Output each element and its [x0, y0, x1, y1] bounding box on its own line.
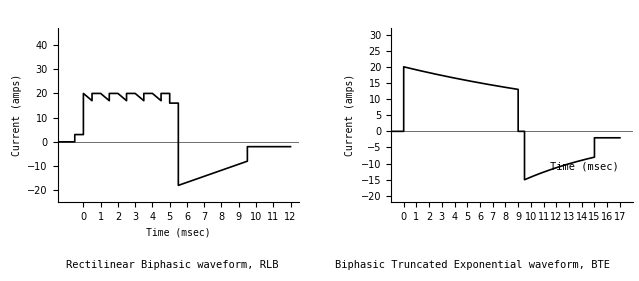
Y-axis label: Current (amps): Current (amps) — [345, 74, 355, 156]
Y-axis label: Current (amps): Current (amps) — [12, 74, 22, 156]
Text: Biphasic Truncated Exponential waveform, BTE: Biphasic Truncated Exponential waveform,… — [335, 260, 610, 270]
Text: Rectilinear Biphasic waveform, RLB: Rectilinear Biphasic waveform, RLB — [66, 260, 279, 270]
Text: Time (msec): Time (msec) — [550, 162, 619, 172]
X-axis label: Time (msec): Time (msec) — [146, 228, 211, 238]
